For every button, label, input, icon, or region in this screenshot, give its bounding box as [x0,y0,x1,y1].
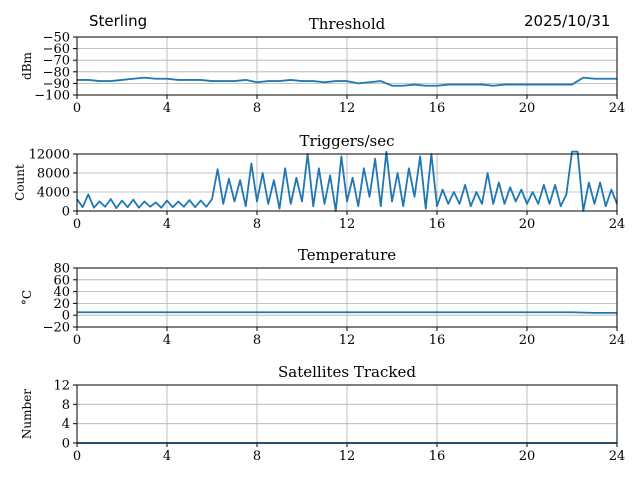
date-label: 2025/10/31 [524,12,611,30]
x-tick-label: 12 [339,449,356,464]
axes-frame [76,384,618,444]
subplot-3: 0 4 8 12 16 20 24 0 4 8 12 Satellites Tracked Number [20,363,625,464]
x-tick-label: 4 [163,217,171,232]
x-tick-label: 16 [429,101,446,116]
x-tick-label: 0 [73,449,81,464]
subplot-0: 0 4 8 12 16 20 24 −50−60−70−80−90−100 Threshold d… [20,15,625,116]
x-tick-label: 24 [609,101,626,116]
series-line [77,76,617,87]
x-tick-label: 8 [253,101,261,116]
x-tick-label: 4 [163,333,171,348]
x-tick-label: 8 [253,449,261,464]
x-tick-label: 16 [429,449,446,464]
axes-frame [76,267,618,328]
y-tick-label: −60 [43,42,70,57]
y-tick-label: −100 [34,89,70,104]
y-tick-label: 8 [62,398,70,413]
x-tick-label: 12 [339,101,356,116]
x-tick-label: 12 [339,333,356,348]
y-axis-label: dBm [20,51,34,80]
x-tick-label: 8 [253,217,261,232]
x-tick-label: 0 [73,333,81,348]
x-tick-label: 4 [163,449,171,464]
y-tick-label: −70 [43,54,70,69]
subplot-title: Satellites Tracked [278,363,416,381]
x-tick-label: 8 [253,333,261,348]
y-tick-label: 0 [62,309,70,324]
subplot-1: 0 4 8 12 16 20 24 0 4000 8000 12000 Triggers/sec Cou… [13,132,625,232]
station-label: Sterling [89,12,148,30]
y-tick-label: −20 [43,321,70,336]
y-tick-label: 40 [53,285,70,300]
y-tick-label: 0 [62,437,70,452]
x-tick-label: 20 [519,333,536,348]
x-tick-label: 16 [429,333,446,348]
x-tick-label: 24 [609,333,626,348]
axes-frame [76,153,618,212]
subplot-title: Threshold [309,15,386,33]
x-tick-label: 24 [609,449,626,464]
y-axis-label: Number [20,389,34,439]
x-tick-label: 0 [73,217,81,232]
y-tick-label: 4000 [37,186,70,201]
subplot-title: Triggers/sec [300,132,395,150]
y-tick-label: 8000 [37,167,70,182]
subplot-title: Temperature [298,246,396,264]
y-tick-label: −90 [43,77,70,92]
x-tick-label: 0 [73,101,81,116]
y-tick-label: 80 [53,262,70,277]
y-tick-label: −50 [43,31,70,46]
x-tick-label: 4 [163,101,171,116]
x-tick-label: 20 [519,101,536,116]
y-axis-label: Count [13,164,27,201]
y-tick-label: −80 [43,65,70,80]
axes-frame [76,36,618,96]
series-line [76,150,618,212]
x-tick-label: 24 [609,217,626,232]
y-tick-label: 12000 [29,148,70,163]
x-tick-label: 20 [519,449,536,464]
x-tick-label: 16 [429,217,446,232]
y-tick-label: 0 [62,205,70,220]
x-tick-label: 20 [519,217,536,232]
y-tick-label: 20 [53,297,70,312]
y-tick-label: 60 [53,273,70,288]
y-axis-label: °C [20,290,34,305]
y-tick-label: 4 [62,417,70,432]
y-tick-label: 12 [53,379,70,394]
series-line [77,311,617,314]
x-tick-label: 12 [339,217,356,232]
